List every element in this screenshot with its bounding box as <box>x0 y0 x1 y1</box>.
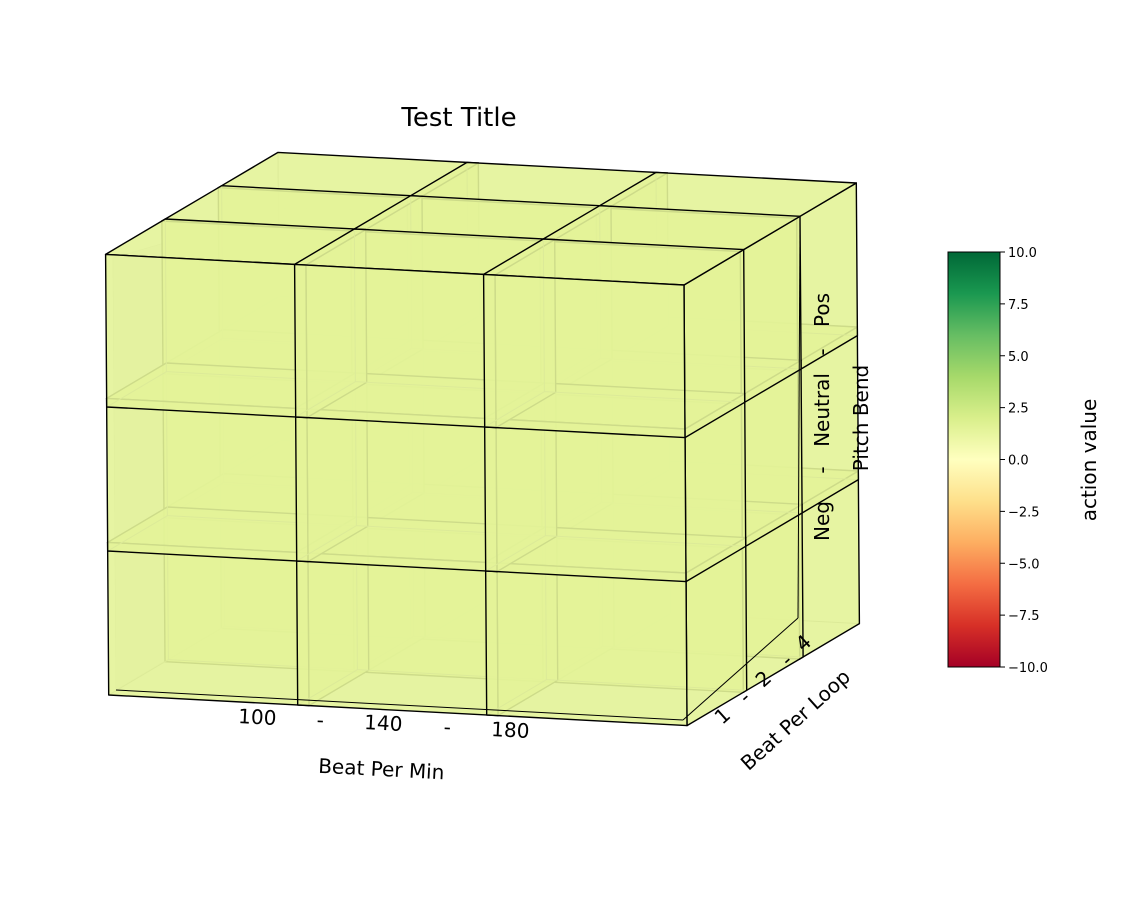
colorbar-gradient <box>947 251 1001 668</box>
x-tick-labels: 100 - 140 - 180 <box>238 704 530 743</box>
colorbar-label: action value <box>1077 399 1101 522</box>
z-axis-line <box>797 219 801 619</box>
colorbar-tick-label: 0.0 <box>1008 454 1029 469</box>
cube-front-face <box>483 417 687 583</box>
z-tick-label: Neutral <box>810 373 834 447</box>
cube-front-face <box>293 263 497 429</box>
z-tick-label: Pos <box>810 293 834 327</box>
colorbar-tick-label: 10.0 <box>1008 246 1037 261</box>
colorbar: 10.0 7.5 5.0 2.5 0.0 −2.5 −5.0 −7.5 −10.0 action… <box>947 246 1101 676</box>
colorbar-ticks: 10.0 7.5 5.0 2.5 0.0 −2.5 −5.0 −7.5 −10.0 <box>1000 246 1048 676</box>
colorbar-tick-label: 5.0 <box>1008 350 1029 365</box>
x-tick-label: - <box>443 715 451 739</box>
cube-front-face <box>295 551 499 717</box>
cube-front-face <box>104 253 308 419</box>
x-axis-label: Beat Per Min <box>318 754 445 785</box>
cube-front-face <box>105 397 309 563</box>
x-tick-label: 180 <box>491 717 530 743</box>
cube-front-face <box>294 407 498 573</box>
z-tick-label: - <box>810 348 834 355</box>
voxel-cube-180-1-Pos <box>482 238 746 439</box>
x-axis-line <box>115 689 684 721</box>
y-axis-line <box>682 617 799 721</box>
colorbar-tick-label: −7.5 <box>1008 609 1040 624</box>
cube-front-face <box>484 561 688 727</box>
colorbar-tick-label: 2.5 <box>1008 402 1029 417</box>
voxel-cubes <box>104 151 861 727</box>
chart-title: Test Title <box>400 103 516 133</box>
y-tick-label: 1 <box>710 703 736 729</box>
cube-front-face <box>482 273 686 439</box>
colorbar-tick-label: −10.0 <box>1008 661 1048 676</box>
z-tick-labels: Neg - Neutral - Pos <box>810 293 834 541</box>
x-tick-label: 100 <box>238 704 277 730</box>
colorbar-tick-label: −5.0 <box>1008 557 1040 572</box>
z-tick-label: - <box>810 466 834 473</box>
x-tick-label: - <box>316 708 324 732</box>
colorbar-tick-label: −2.5 <box>1008 505 1040 520</box>
colorbar-tick-label: 7.5 <box>1008 298 1029 313</box>
z-axis-label: Pitch Bend <box>849 365 873 471</box>
x-tick-label: 140 <box>364 710 403 736</box>
cube-front-face <box>106 541 310 707</box>
axis-lines <box>115 219 801 721</box>
z-tick-label: Neg <box>810 501 834 541</box>
